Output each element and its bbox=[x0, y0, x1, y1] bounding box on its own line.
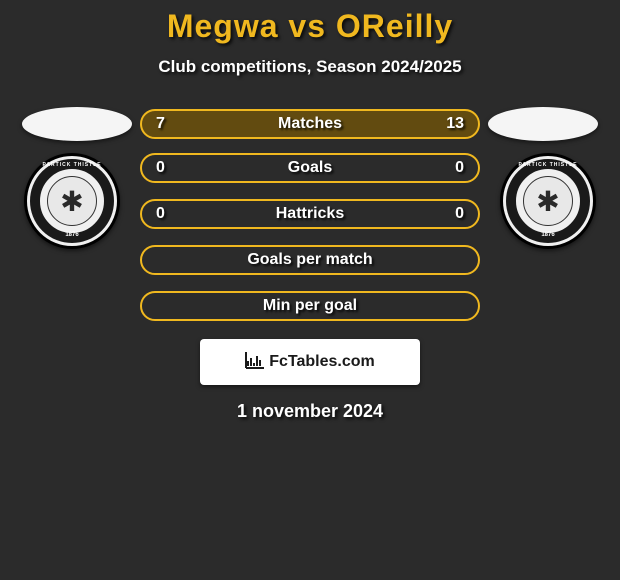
club-badge-right: PARTICK THISTLE ✱ 1876 bbox=[500, 153, 596, 249]
comparison-card: Megwa vs OReilly Club competitions, Seas… bbox=[0, 0, 620, 422]
stat-label: Goals bbox=[288, 159, 332, 177]
thistle-icon: ✱ bbox=[523, 176, 573, 226]
stat-right-value: 13 bbox=[434, 115, 464, 133]
player-right-ellipse bbox=[488, 107, 598, 141]
row-matches: 7 Matches 13 bbox=[0, 107, 620, 141]
stat-right-value: 0 bbox=[434, 205, 464, 223]
brand-box: FcTables.com bbox=[200, 339, 420, 385]
stat-right-value: 0 bbox=[434, 159, 464, 177]
stat-label: Hattricks bbox=[276, 205, 344, 223]
badge-year: 1876 bbox=[541, 232, 554, 238]
stat-label: Goals per match bbox=[247, 251, 372, 269]
badge-ring-text: PARTICK THISTLE bbox=[42, 162, 101, 168]
club-badge-left: PARTICK THISTLE ✱ 1876 bbox=[24, 153, 120, 249]
stat-label: Matches bbox=[278, 115, 342, 133]
stat-left-value: 7 bbox=[156, 115, 186, 133]
stats-column: 0 Goals 0 0 Hattricks 0 Goals per match … bbox=[132, 153, 488, 321]
stat-left-value: 0 bbox=[156, 159, 186, 177]
subtitle: Club competitions, Season 2024/2025 bbox=[0, 57, 620, 77]
badges-stats-row: PARTICK THISTLE ✱ 1876 0 Goals 0 0 Hattr… bbox=[0, 153, 620, 321]
stat-pill-matches: 7 Matches 13 bbox=[140, 109, 480, 139]
page-title: Megwa vs OReilly bbox=[0, 8, 620, 45]
stat-pill-goals-per-match: Goals per match bbox=[140, 245, 480, 275]
badge-year: 1876 bbox=[65, 232, 78, 238]
stat-left-value: 0 bbox=[156, 205, 186, 223]
thistle-icon: ✱ bbox=[47, 176, 97, 226]
stat-pill-min-per-goal: Min per goal bbox=[140, 291, 480, 321]
chart-icon bbox=[245, 351, 265, 374]
badge-ring-text: PARTICK THISTLE bbox=[518, 162, 577, 168]
brand-text: FcTables.com bbox=[269, 353, 375, 371]
stat-pill-hattricks: 0 Hattricks 0 bbox=[140, 199, 480, 229]
stat-label: Min per goal bbox=[263, 297, 357, 315]
stat-pill-goals: 0 Goals 0 bbox=[140, 153, 480, 183]
player-left-ellipse bbox=[22, 107, 132, 141]
date-text: 1 november 2024 bbox=[0, 401, 620, 422]
